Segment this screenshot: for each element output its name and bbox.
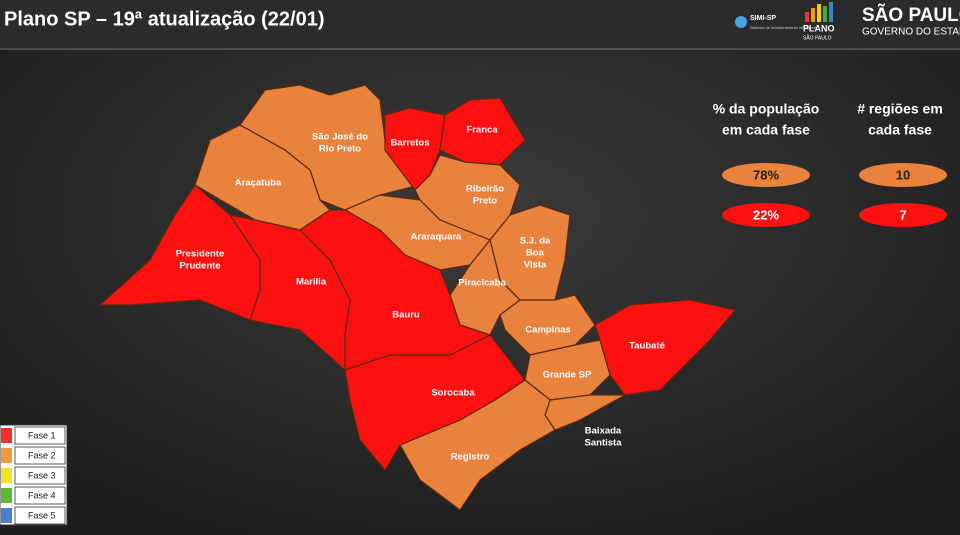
region-label: S.J. da <box>520 236 551 247</box>
region-label: Prudente <box>179 261 220 272</box>
region-label: Taubaté <box>629 341 665 352</box>
region-label: São José do <box>312 132 368 143</box>
column-header: # regiões em <box>857 101 943 117</box>
legend-cell <box>14 506 66 525</box>
region <box>98 184 261 321</box>
region-label: Presidente <box>176 249 225 260</box>
region-label: Preto <box>473 196 497 207</box>
header-bar <box>0 0 960 48</box>
logo-text: SÃO PAULO <box>862 4 960 26</box>
region <box>439 97 526 166</box>
region-label: Boa <box>526 248 545 259</box>
legend-swatch <box>1 508 12 523</box>
region-label: Santista <box>585 438 623 449</box>
logo-text: PLANO <box>803 23 835 33</box>
region-label: Vista <box>524 260 547 271</box>
logo-text: Sistema de Monitoramento Inteligente <box>750 25 818 30</box>
phase-pill <box>722 203 810 227</box>
logo-text: SIMI-SP <box>750 15 776 22</box>
region <box>384 107 446 191</box>
region-label: Sorocaba <box>431 388 475 399</box>
region-label: Grande SP <box>543 370 592 381</box>
region-label: Marília <box>296 277 327 288</box>
legend-label: Fase 2 <box>28 450 56 460</box>
legend-label: Fase 5 <box>28 510 56 520</box>
simi-icon <box>735 16 747 28</box>
legend-cell <box>14 466 66 485</box>
region-label: Franca <box>466 125 498 136</box>
logo-text: GOVERNO DO ESTADO <box>862 27 960 38</box>
region <box>228 214 351 372</box>
legend-swatch <box>1 428 12 443</box>
region-label: Ribeirão <box>466 184 504 195</box>
region-label: Araçatuba <box>235 178 282 189</box>
legend-label: Fase 3 <box>28 470 56 480</box>
legend-cell <box>14 486 66 505</box>
region-label: Araraquara <box>411 232 462 243</box>
region-label: Piracicaba <box>458 278 506 289</box>
summary: % da população em cada fase # regiões em ca… <box>713 101 947 227</box>
region-label: Baixada <box>585 426 622 437</box>
legend: Fase 1 Fase 2 Fase 3 Fase 4 Fase 5 <box>1 426 66 525</box>
region-label: Rio Preto <box>319 144 361 155</box>
phase-value: 7 <box>899 207 906 222</box>
column-header: em cada fase <box>722 122 810 138</box>
legend-cell <box>14 426 66 445</box>
phase-pill <box>722 163 810 187</box>
column-header: cada fase <box>868 122 932 138</box>
phase-pill <box>859 203 947 227</box>
logo-text: SÃO PAULO <box>803 34 832 41</box>
phase-pill <box>859 163 947 187</box>
region-label: Registro <box>451 452 490 463</box>
region <box>594 299 737 396</box>
region-label: Barretos <box>390 138 429 149</box>
legend-cell <box>14 446 66 465</box>
legend-label: Fase 1 <box>28 430 56 440</box>
phase-value: 10 <box>896 167 910 182</box>
column-header: % da população <box>713 101 820 117</box>
region-label: Campinas <box>525 325 570 336</box>
plano-icon <box>805 2 833 22</box>
legend-swatch <box>1 468 12 483</box>
title: Plano SP – 19ª atualização (22/01) <box>4 8 325 30</box>
legend-swatch <box>1 488 12 503</box>
legend-label: Fase 4 <box>28 490 56 500</box>
region-label: Bauru <box>392 310 420 321</box>
phase-value: 22% <box>753 207 779 222</box>
phase-value: 78% <box>753 167 779 182</box>
legend-swatch <box>1 448 12 463</box>
